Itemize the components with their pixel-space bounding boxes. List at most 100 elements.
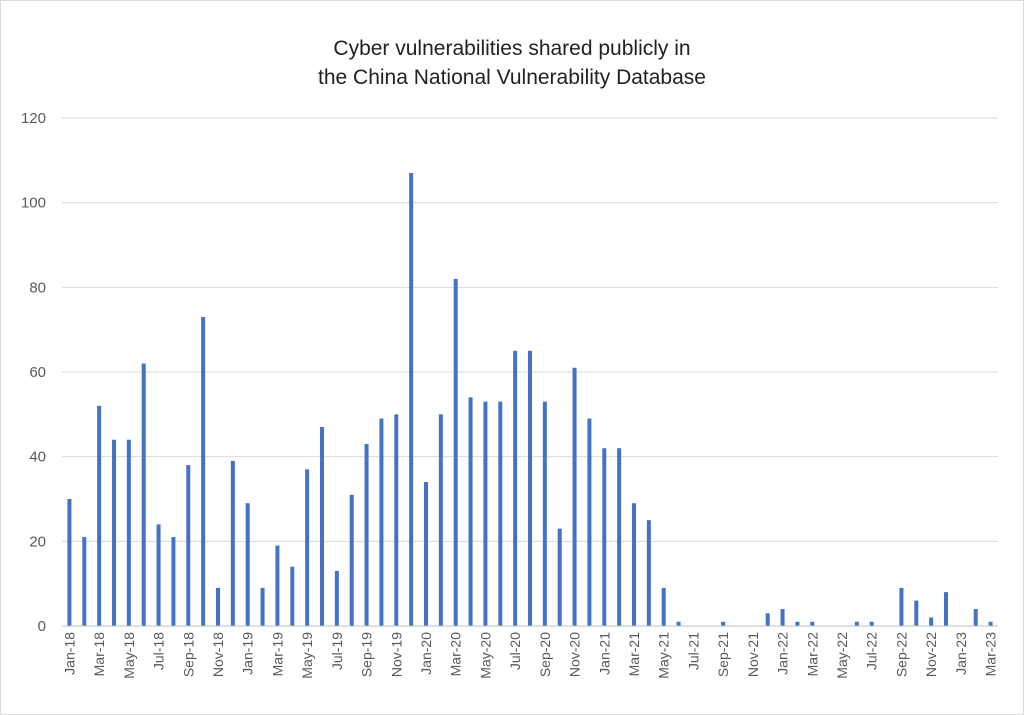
bar-May-19	[305, 469, 310, 626]
x-tick-label: May-21	[656, 632, 672, 679]
bar-Feb-18	[82, 537, 87, 626]
bar-Jul-22	[869, 621, 874, 626]
bar-Sep-20	[542, 401, 547, 626]
x-tick-label: May-20	[477, 632, 493, 679]
bar-Apr-20	[468, 397, 473, 626]
bar-Jan-19	[245, 503, 250, 626]
x-tick-label: Mar-19	[269, 632, 285, 677]
x-tick-label: Jan-20	[418, 632, 434, 675]
bar-Apr-19	[290, 566, 295, 626]
bar-Mar-22	[810, 621, 815, 626]
bar-Aug-20	[528, 350, 532, 626]
y-tick-label: 20	[29, 533, 46, 550]
x-tick-label: Jul-22	[864, 632, 880, 670]
x-tick-label: Sep-20	[537, 632, 553, 677]
bar-Jun-22	[854, 621, 859, 626]
x-tick-label: Jan-23	[953, 632, 969, 675]
bar-Mar-19	[275, 545, 280, 626]
x-tick-label: Jan-22	[775, 632, 791, 675]
bars	[67, 173, 993, 627]
bar-Apr-21	[646, 520, 651, 626]
bar-Aug-18	[171, 537, 176, 626]
bar-Jun-18	[141, 363, 146, 626]
x-tick-label: May-19	[299, 632, 315, 679]
x-tick-label: Sep-18	[180, 632, 196, 677]
x-tick-label: Jan-18	[61, 632, 77, 675]
x-tick-label: May-22	[834, 632, 850, 679]
bar-Feb-23	[973, 609, 978, 626]
bar-Jun-21	[676, 621, 681, 626]
chart-title-line-2: the China National Vulnerability Databas…	[318, 66, 706, 89]
x-tick-label: Jul-21	[685, 632, 701, 670]
x-axis: Jan-18 Mar-18 May-18 Jul-18 Sep-18 Nov-18 Jan-…	[61, 625, 999, 679]
bar-Oct-20	[557, 528, 562, 626]
bar-Sep-19	[364, 443, 369, 626]
x-tick-label: Nov-20	[567, 632, 583, 677]
y-tick-label: 40	[29, 449, 46, 466]
bar-Dec-18	[230, 460, 235, 626]
bar-Sep-18	[186, 465, 191, 626]
x-tick-label: Mar-18	[91, 632, 107, 677]
bar-Feb-19	[260, 587, 265, 626]
bar-Jul-19	[334, 570, 339, 626]
bar-Sep-21	[721, 621, 726, 626]
x-tick-label: May-18	[121, 632, 137, 679]
bar-Nov-19	[394, 414, 399, 626]
x-tick-label: Sep-21	[715, 632, 731, 677]
bar-Aug-19	[349, 494, 354, 626]
x-tick-label: Sep-22	[893, 632, 909, 677]
y-tick-label: 0	[38, 618, 46, 635]
y-tick-label: 100	[21, 195, 46, 212]
bar-May-18	[126, 439, 131, 626]
x-tick-label: Mar-23	[983, 632, 999, 677]
bar-Dec-20	[587, 418, 592, 626]
bar-Feb-20	[438, 414, 443, 626]
bar-Jan-21	[602, 448, 607, 626]
bar-Jun-20	[498, 401, 503, 626]
bar-Jul-20	[513, 350, 518, 626]
bar-Mar-23	[988, 621, 993, 626]
y-axis: 0 20 40 60 80 100 120	[21, 110, 46, 635]
x-tick-label: Nov-22	[923, 632, 939, 677]
bar-Sep-22	[899, 587, 904, 626]
bar-Jul-18	[156, 524, 161, 626]
x-tick-label: Sep-19	[359, 632, 375, 677]
x-tick-label: Mar-21	[626, 632, 642, 677]
bar-Dec-22	[944, 592, 948, 626]
bar-Nov-22	[929, 617, 934, 626]
bar-Apr-18	[112, 439, 116, 626]
bar-Nov-20	[572, 367, 577, 626]
x-tick-label: Nov-19	[388, 632, 404, 677]
bar-Dec-21	[765, 613, 770, 626]
bar-Jan-22	[780, 609, 785, 626]
x-tick-label: Mar-22	[804, 632, 820, 677]
bar-Feb-21	[617, 448, 622, 626]
y-tick-label: 60	[29, 364, 46, 381]
bar-Nov-18	[216, 587, 220, 626]
x-tick-label: Jul-19	[329, 632, 345, 670]
x-tick-label: Nov-21	[745, 632, 761, 677]
y-tick-label: 120	[21, 110, 46, 127]
x-tick-label: Jan-21	[596, 632, 612, 675]
x-tick-label: Jul-18	[151, 632, 167, 670]
bar-Oct-19	[379, 418, 384, 626]
bar-Feb-22	[795, 621, 800, 626]
bar-Dec-19	[409, 173, 414, 627]
x-tick-label: Mar-20	[448, 632, 464, 677]
bar-Oct-18	[201, 316, 206, 626]
bar-Jan-20	[424, 482, 428, 626]
bar-Jan-18	[67, 499, 72, 626]
chart-title-line-1: Cyber vulnerabilities shared publicly in	[333, 37, 691, 60]
bar-May-21	[661, 587, 666, 626]
bar-Mar-21	[632, 503, 636, 626]
y-tick-label: 80	[29, 279, 46, 296]
bar-Mar-18	[97, 405, 102, 626]
bar-Oct-22	[914, 600, 919, 626]
x-tick-label: Jan-19	[240, 632, 256, 675]
x-tick-label: Jul-20	[507, 632, 523, 670]
bar-May-20	[483, 401, 488, 626]
bar-Jun-19	[320, 427, 324, 626]
bar-Mar-20	[453, 278, 458, 626]
